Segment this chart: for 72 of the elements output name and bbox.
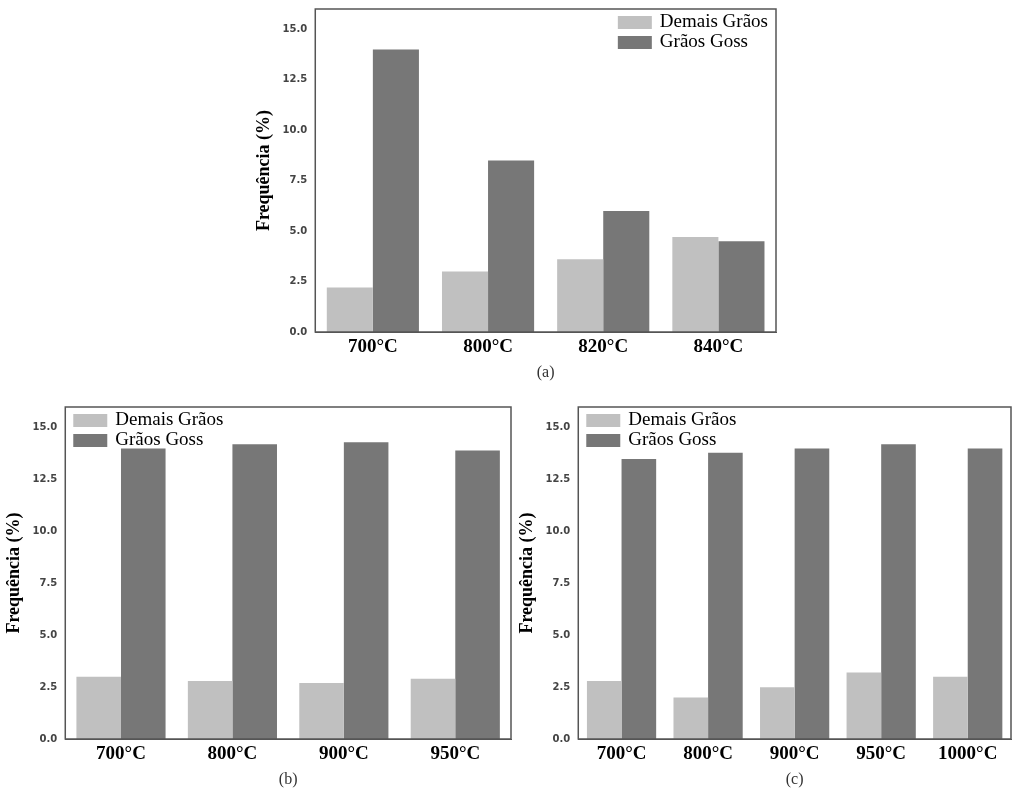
legend-label: Grãos Goss (628, 428, 717, 450)
bar (708, 452, 743, 739)
bar (343, 442, 389, 739)
x-tick-label: 840°C (693, 335, 744, 357)
legend-label: Demais Grãos (115, 408, 224, 430)
bar (441, 271, 489, 332)
y-tick-label: 0.0 (552, 732, 571, 744)
y-tick-label: 2.5 (289, 275, 308, 287)
bar (881, 444, 916, 739)
bar (120, 448, 166, 739)
bar (410, 678, 456, 739)
y-tick-label: 10.0 (32, 525, 58, 537)
x-tick-label: 700°C (96, 742, 146, 764)
legend-label: Grãos Goss (115, 428, 204, 450)
bar (846, 672, 882, 739)
y-tick-label: 2.5 (39, 680, 58, 692)
bar (794, 448, 830, 739)
y-tick-label: 5.0 (39, 628, 58, 640)
y-axis-title: Frequência (%) (516, 512, 538, 634)
x-axis-title: (a) (536, 362, 555, 381)
y-tick-label: 7.5 (289, 174, 308, 186)
bar (372, 49, 419, 332)
y-tick-label: 7.5 (552, 576, 571, 588)
y-axis-title: Frequência (%) (3, 512, 25, 634)
y-tick-label: 12.5 (545, 473, 571, 485)
bar (187, 680, 233, 739)
legend-label: Demais Grãos (628, 408, 737, 430)
y-tick-label: 12.5 (32, 473, 58, 485)
bar (672, 237, 719, 332)
y-tick-label: 15.0 (32, 421, 58, 433)
bar (232, 444, 277, 739)
y-tick-label: 5.0 (289, 224, 308, 236)
bar (488, 160, 535, 332)
legend-label: Grãos Goss (659, 30, 748, 52)
y-tick-label: 10.0 (545, 525, 571, 537)
x-tick-label: 800°C (683, 742, 734, 764)
bar (933, 676, 968, 739)
y-tick-label: 5.0 (552, 628, 571, 640)
y-tick-label: 10.0 (282, 123, 308, 135)
bar (455, 450, 500, 739)
bar (557, 259, 604, 332)
bar (299, 682, 344, 739)
x-axis-title: (b) (278, 769, 298, 788)
x-tick-label: 800°C (207, 742, 258, 764)
bar (760, 687, 795, 739)
bar (326, 287, 373, 332)
y-tick-label: 7.5 (39, 576, 58, 588)
x-tick-label: 950°C (856, 742, 907, 764)
x-tick-label: 820°C (578, 335, 629, 357)
x-tick-label: 900°C (318, 742, 369, 764)
y-tick-label: 0.0 (39, 732, 58, 744)
y-tick-label: 2.5 (552, 680, 571, 692)
bar (586, 680, 622, 739)
x-tick-label: 900°C (769, 742, 820, 764)
bar (621, 458, 657, 739)
bar (603, 210, 650, 332)
y-tick-label: 12.5 (282, 73, 308, 85)
bar (673, 697, 709, 739)
x-axis-title: (c) (785, 769, 804, 788)
y-tick-label: 0.0 (289, 325, 308, 337)
x-tick-label: 700°C (347, 335, 398, 357)
x-tick-label: 950°C (430, 742, 481, 764)
x-tick-label: 700°C (596, 742, 647, 764)
y-tick-label: 15.0 (282, 22, 308, 34)
legend-label: Demais Grãos (659, 10, 769, 32)
y-tick-label: 15.0 (545, 421, 571, 433)
bar (967, 448, 1003, 739)
x-tick-label: 1000°C (938, 742, 998, 764)
x-tick-label: 800°C (463, 335, 513, 357)
bar (718, 241, 765, 332)
bar (76, 676, 121, 739)
y-axis-title: Frequência (%) (253, 109, 275, 232)
